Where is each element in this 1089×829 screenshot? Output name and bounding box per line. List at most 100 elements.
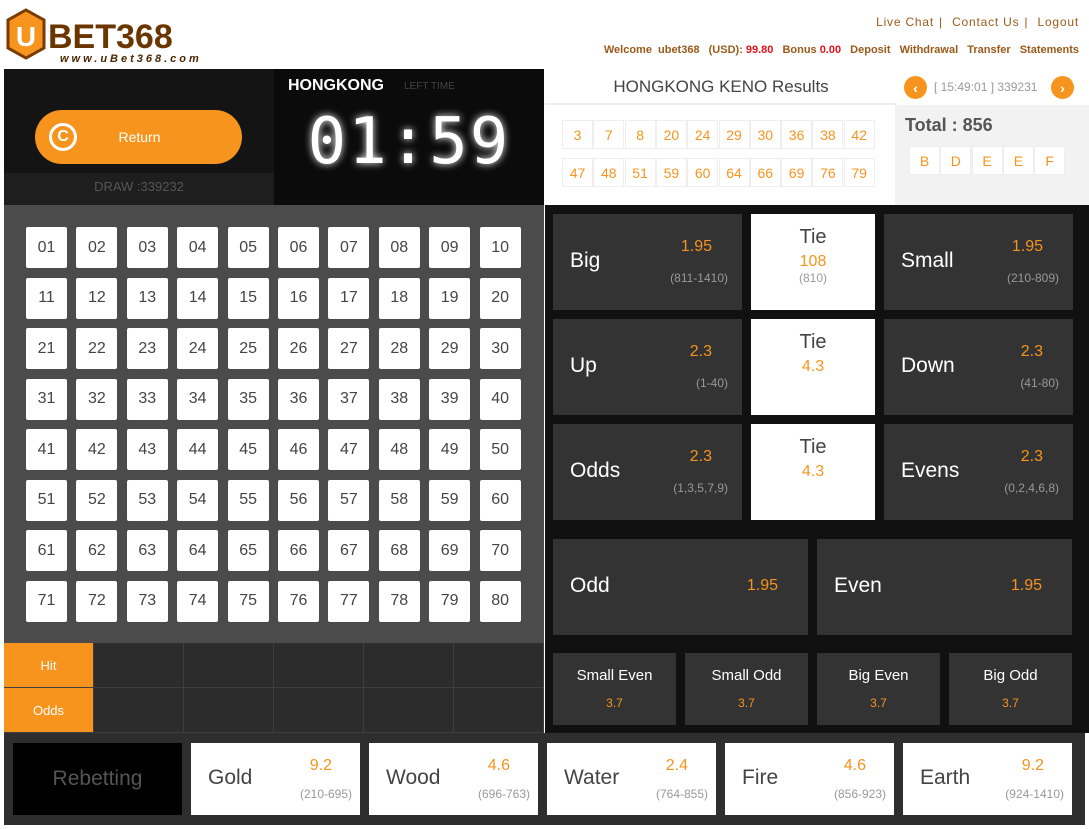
bet-tie[interactable]: Tie 108 (810) xyxy=(751,214,875,310)
number-cell[interactable]: 80 xyxy=(479,580,521,622)
number-cell[interactable]: 35 xyxy=(227,378,269,420)
transfer-link[interactable]: Transfer xyxy=(967,44,1011,56)
number-cell[interactable]: 59 xyxy=(429,479,471,521)
number-cell[interactable]: 33 xyxy=(126,378,168,420)
number-cell[interactable]: 47 xyxy=(328,429,370,470)
number-cell[interactable]: 53 xyxy=(126,479,168,521)
number-cell[interactable]: 36 xyxy=(278,378,319,420)
number-cell[interactable]: 61 xyxy=(26,530,67,571)
number-cell[interactable]: 76 xyxy=(278,580,319,622)
bet-up[interactable]: Up 2.3 (1-40) xyxy=(553,319,742,415)
bet-even[interactable]: Even 1.95 xyxy=(817,539,1072,635)
number-cell[interactable]: 72 xyxy=(76,580,118,622)
number-cell[interactable]: 71 xyxy=(26,580,67,622)
number-cell[interactable]: 48 xyxy=(378,429,420,470)
number-cell[interactable]: 57 xyxy=(328,479,370,521)
number-cell[interactable]: 73 xyxy=(126,580,168,622)
number-cell[interactable]: 09 xyxy=(429,227,471,268)
bet-big[interactable]: Big 1.95 (811-1410) xyxy=(553,214,742,310)
number-cell[interactable]: 62 xyxy=(76,530,118,571)
number-cell[interactable]: 68 xyxy=(378,530,420,571)
number-cell[interactable]: 78 xyxy=(378,580,420,622)
number-cell[interactable]: 65 xyxy=(227,530,269,571)
number-cell[interactable]: 43 xyxy=(126,429,168,470)
deposit-link[interactable]: Deposit xyxy=(850,44,891,56)
rebetting-button[interactable]: Rebetting xyxy=(13,743,182,815)
logout-link[interactable]: Logout xyxy=(1037,15,1079,29)
element-gold[interactable]: Gold 9.2 (210-695) xyxy=(191,743,360,815)
number-cell[interactable]: 41 xyxy=(26,429,67,470)
number-cell[interactable]: 75 xyxy=(227,580,269,622)
number-cell[interactable]: 28 xyxy=(378,328,420,369)
number-cell[interactable]: 20 xyxy=(479,277,521,319)
number-cell[interactable]: 23 xyxy=(126,328,168,369)
number-cell[interactable]: 49 xyxy=(429,429,471,470)
bet-odds[interactable]: Odds 2.3 (1,3,5,7,9) xyxy=(553,424,742,520)
number-cell[interactable]: 74 xyxy=(177,580,219,622)
number-cell[interactable]: 03 xyxy=(126,227,168,268)
number-cell[interactable]: 22 xyxy=(76,328,118,369)
number-cell[interactable]: 50 xyxy=(479,429,521,470)
number-cell[interactable]: 04 xyxy=(177,227,219,268)
number-cell[interactable]: 42 xyxy=(76,429,118,470)
number-cell[interactable]: 31 xyxy=(26,378,67,420)
contact-us-link[interactable]: Contact Us xyxy=(952,15,1020,29)
number-cell[interactable]: 77 xyxy=(328,580,370,622)
return-button[interactable]: C Return xyxy=(35,110,242,164)
number-cell[interactable]: 18 xyxy=(378,277,420,319)
number-cell[interactable]: 07 xyxy=(328,227,370,268)
number-cell[interactable]: 24 xyxy=(177,328,219,369)
number-cell[interactable]: 26 xyxy=(278,328,319,369)
bet-combo[interactable]: Small Odd 3.7 xyxy=(685,653,808,725)
number-cell[interactable]: 63 xyxy=(126,530,168,571)
element-wood[interactable]: Wood 4.6 (696-763) xyxy=(369,743,538,815)
number-cell[interactable]: 11 xyxy=(26,277,67,319)
number-cell[interactable]: 37 xyxy=(328,378,370,420)
number-cell[interactable]: 02 xyxy=(76,227,118,268)
number-cell[interactable]: 32 xyxy=(76,378,118,420)
number-cell[interactable]: 15 xyxy=(227,277,269,319)
number-cell[interactable]: 10 xyxy=(479,227,521,268)
number-cell[interactable]: 27 xyxy=(328,328,370,369)
number-cell[interactable]: 44 xyxy=(177,429,219,470)
bet-small[interactable]: Small 1.95 (210-809) xyxy=(884,214,1073,310)
bet-evens[interactable]: Evens 2.3 (0,2,4,6,8) xyxy=(884,424,1073,520)
number-cell[interactable]: 66 xyxy=(278,530,319,571)
chevron-left-icon[interactable]: ‹ xyxy=(904,76,927,99)
number-cell[interactable]: 79 xyxy=(429,580,471,622)
number-cell[interactable]: 25 xyxy=(227,328,269,369)
number-cell[interactable]: 46 xyxy=(278,429,319,470)
number-cell[interactable]: 40 xyxy=(479,378,521,420)
number-cell[interactable]: 45 xyxy=(227,429,269,470)
element-fire[interactable]: Fire 4.6 (856-923) xyxy=(725,743,894,815)
bet-combo[interactable]: Big Even 3.7 xyxy=(817,653,940,725)
number-cell[interactable]: 17 xyxy=(328,277,370,319)
element-water[interactable]: Water 2.4 (764-855) xyxy=(547,743,716,815)
bet-combo[interactable]: Small Even 3.7 xyxy=(553,653,676,725)
number-cell[interactable]: 16 xyxy=(278,277,319,319)
number-cell[interactable]: 56 xyxy=(278,479,319,521)
number-cell[interactable]: 01 xyxy=(26,227,67,268)
number-cell[interactable]: 06 xyxy=(278,227,319,268)
number-cell[interactable]: 05 xyxy=(227,227,269,268)
number-cell[interactable]: 08 xyxy=(378,227,420,268)
number-cell[interactable]: 64 xyxy=(177,530,219,571)
bet-odd[interactable]: Odd 1.95 xyxy=(553,539,808,635)
bet-tie[interactable]: Tie 4.3 xyxy=(751,424,875,520)
number-cell[interactable]: 29 xyxy=(429,328,471,369)
number-cell[interactable]: 19 xyxy=(429,277,471,319)
chevron-right-icon[interactable]: › xyxy=(1051,76,1074,99)
bet-combo[interactable]: Big Odd 3.7 xyxy=(949,653,1072,725)
number-cell[interactable]: 52 xyxy=(76,479,118,521)
statements-link[interactable]: Statements xyxy=(1019,44,1079,56)
number-cell[interactable]: 69 xyxy=(429,530,471,571)
number-cell[interactable]: 39 xyxy=(429,378,471,420)
number-cell[interactable]: 13 xyxy=(126,277,168,319)
number-cell[interactable]: 70 xyxy=(479,530,521,571)
bet-tie[interactable]: Tie 4.3 xyxy=(751,319,875,415)
number-cell[interactable]: 58 xyxy=(378,479,420,521)
number-cell[interactable]: 21 xyxy=(26,328,67,369)
live-chat-link[interactable]: Live Chat xyxy=(876,15,934,29)
number-cell[interactable]: 12 xyxy=(76,277,118,319)
number-cell[interactable]: 67 xyxy=(328,530,370,571)
